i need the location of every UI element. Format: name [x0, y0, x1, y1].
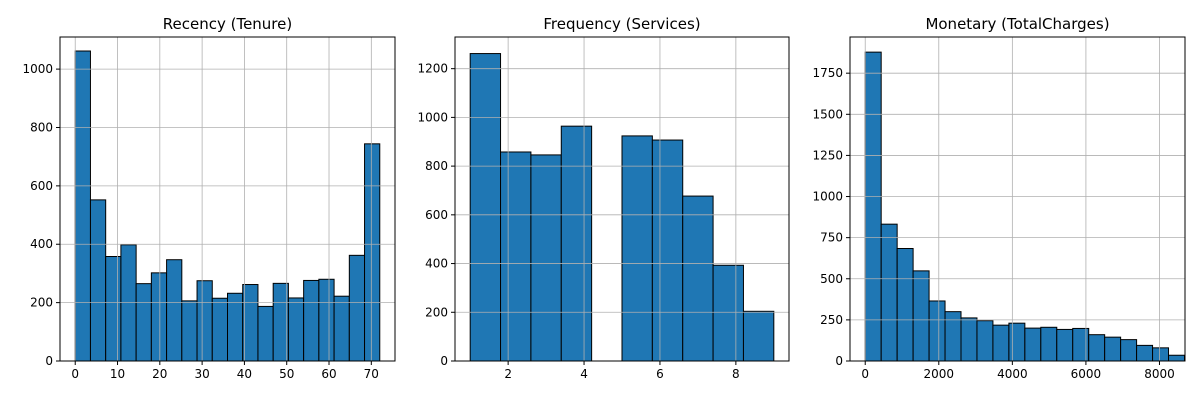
recency-bar-17 [333, 295, 350, 362]
frequency-y-tick-label-1: 200 [425, 305, 448, 319]
frequency-y-tick-label-6: 1200 [417, 62, 448, 76]
recency-x-tick-label-5: 50 [279, 367, 294, 381]
monetary-bar-8 [992, 324, 1010, 362]
monetary-bar-1 [880, 223, 898, 362]
recency-bar-10 [227, 292, 244, 362]
monetary-y-tick-label-7: 1750 [812, 66, 843, 80]
frequency-y-tick-label-0: 0 [440, 354, 448, 368]
monetary-y-tick-label-2: 500 [820, 272, 843, 286]
monetary-y-tick-label-5: 1250 [812, 148, 843, 162]
panel-frequency: Frequency (Services) 2 4 6 8 0 200 400 600 800 10… [417, 15, 790, 381]
recency-bar-13 [272, 282, 289, 362]
monetary-y-tick-label-0: 0 [835, 354, 843, 368]
recency-x-tick-label-0: 0 [71, 367, 79, 381]
frequency-x-tick-label-3: 8 [732, 367, 740, 381]
recency-y-tick-label-0: 0 [45, 354, 53, 368]
monetary-y-tick-label-4: 1000 [812, 190, 843, 204]
recency-bar-1 [89, 199, 107, 362]
frequency-bar-2 [530, 154, 562, 362]
frequency-bar-8 [712, 264, 744, 362]
monetary-bar-7 [976, 320, 994, 362]
recency-y-tick-label-4: 800 [30, 120, 53, 134]
frequency-bar-0 [469, 53, 502, 362]
recency-x-tick-label-2: 20 [152, 367, 167, 381]
recency-bar-15 [303, 279, 320, 362]
recency-y-tick-label-3: 600 [30, 179, 53, 193]
monetary-y-tick-label-6: 1500 [812, 107, 843, 121]
monetary-bar-3 [912, 270, 930, 362]
monetary-axes-frame [849, 36, 1186, 362]
recency-y-tick-label-2: 400 [30, 237, 53, 251]
recency-bar-11 [242, 284, 259, 362]
frequency-chart-title: Frequency (Services) [543, 15, 700, 33]
recency-plot-area: 0 10 20 30 40 50 60 70 0 200 400 600 800 1000 [22, 36, 396, 381]
recency-bar-18 [348, 254, 366, 362]
monetary-y-tick-label-1: 250 [820, 313, 843, 327]
recency-bar-19 [364, 143, 381, 362]
panel-monetary: Monetary (TotalCharges) 0 2000 4000 6000 800… [812, 15, 1186, 381]
recency-axes-frame [59, 36, 396, 362]
monetary-x-tick-label-3: 6000 [1071, 367, 1102, 381]
frequency-bar-9 [742, 310, 775, 362]
monetary-bar-4 [928, 300, 946, 362]
monetary-chart-title: Monetary (TotalCharges) [925, 15, 1109, 33]
recency-bar-14 [287, 297, 305, 362]
recency-bar-7 [181, 300, 198, 362]
frequency-bar-7 [682, 195, 714, 362]
panel-recency: Recency (Tenure) 0 10 20 30 40 50 60 70 0 200 400 6… [22, 15, 396, 381]
frequency-y-tick-label-3: 600 [425, 208, 448, 222]
monetary-x-tick-label-4: 8000 [1144, 367, 1175, 381]
recency-x-tick-label-6: 60 [321, 367, 336, 381]
monetary-bar-18 [1152, 347, 1170, 362]
monetary-bar-0 [864, 51, 882, 362]
recency-x-tick-label-4: 40 [237, 367, 252, 381]
monetary-bar-5 [944, 311, 962, 362]
frequency-bar-6 [651, 139, 684, 362]
frequency-axes-frame [454, 36, 790, 362]
monetary-bar-17 [1136, 344, 1154, 362]
recency-bar-0 [74, 50, 91, 362]
monetary-bar-12 [1056, 328, 1074, 362]
monetary-x-tick-label-2: 4000 [997, 367, 1028, 381]
recency-y-tick-label-5: 1000 [22, 62, 53, 76]
recency-bar-2 [105, 256, 122, 362]
recency-bar-6 [166, 259, 183, 362]
frequency-x-tick-label-1: 4 [580, 367, 588, 381]
recency-chart-title: Recency (Tenure) [163, 15, 292, 33]
monetary-x-tick-label-1: 2000 [924, 367, 955, 381]
recency-bar-16 [318, 278, 335, 362]
recency-x-tick-label-1: 10 [110, 367, 125, 381]
recency-x-tick-label-7: 70 [364, 367, 379, 381]
monetary-bar-13 [1072, 327, 1090, 362]
monetary-bar-6 [960, 317, 978, 362]
frequency-bar-3 [560, 125, 593, 362]
monetary-bar-11 [1040, 326, 1058, 362]
monetary-bar-9 [1008, 322, 1026, 362]
frequency-plot-area: 2 4 6 8 0 200 400 600 800 1000 1200 [417, 36, 790, 381]
monetary-y-tick-label-3: 750 [820, 231, 843, 245]
frequency-y-tick-label-4: 800 [425, 159, 448, 173]
recency-y-tick-label-1: 200 [30, 296, 53, 310]
frequency-y-tick-label-2: 400 [425, 257, 448, 271]
recency-bar-9 [211, 297, 228, 362]
recency-bar-8 [196, 280, 213, 362]
monetary-bar-16 [1120, 339, 1138, 362]
recency-bar-4 [135, 283, 152, 362]
frequency-bar-5 [621, 135, 653, 362]
recency-bar-5 [150, 272, 168, 362]
recency-bar-12 [257, 305, 274, 362]
monetary-bar-19 [1168, 354, 1185, 362]
monetary-plot-area: 0 2000 4000 6000 8000 0 250 500 750 1000 1250 1500 1… [812, 36, 1186, 381]
frequency-bar-1 [500, 151, 532, 362]
frequency-x-tick-label-0: 2 [504, 367, 512, 381]
monetary-bar-2 [896, 248, 914, 362]
recency-x-tick-label-3: 30 [194, 367, 209, 381]
frequency-x-tick-label-2: 6 [656, 367, 664, 381]
monetary-bar-14 [1088, 334, 1106, 362]
monetary-bar-15 [1104, 336, 1122, 362]
monetary-x-tick-label-0: 0 [861, 367, 869, 381]
frequency-y-tick-label-5: 1000 [417, 110, 448, 124]
monetary-bar-10 [1024, 327, 1042, 362]
